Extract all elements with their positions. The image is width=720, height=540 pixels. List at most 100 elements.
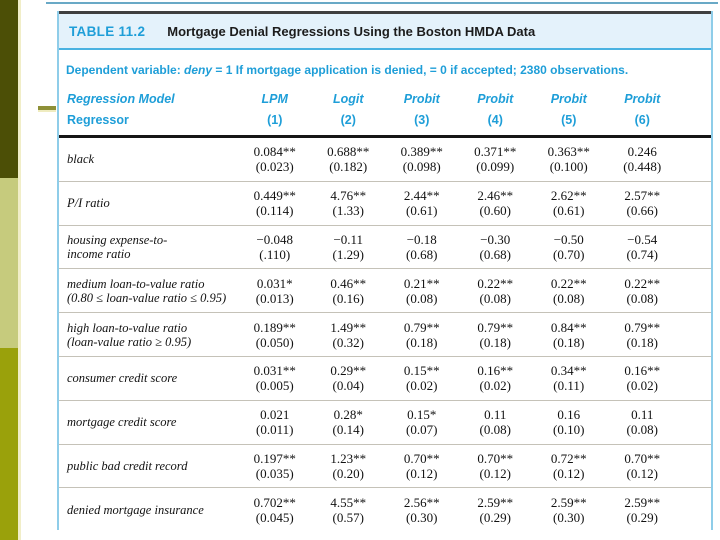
table-title: Mortgage Denial Regressions Using the Bo… [167, 23, 536, 39]
coefficient-value: 0.449** [253, 188, 296, 204]
table-row: consumer credit score 0.031** (0.005) 0.… [59, 357, 711, 401]
coefficient-value: 0.79** [624, 319, 661, 335]
column-number: (4) [487, 113, 503, 127]
coefficient-cell: 0.11 (0.08) [459, 408, 533, 436]
table-row: housing expense-to- income ratio −0.048 … [59, 226, 711, 270]
column-header: Probit (5) [532, 92, 606, 127]
column-number: (5) [561, 113, 577, 127]
model-name: Probit [550, 92, 587, 106]
regressor-header: Regressor [67, 113, 129, 127]
table-row: mortgage credit score 0.021 (0.011) 0.28… [59, 401, 711, 445]
coefficient-cell: 2.59** (0.29) [459, 496, 533, 524]
coefficient-value: 0.15* [407, 407, 437, 423]
table-row: P/I ratio 0.449** (0.114) 4.76** (1.33) … [59, 182, 711, 226]
standard-error: (0.005) [255, 378, 294, 394]
coefficient-cell: 4.76** (1.33) [312, 189, 386, 217]
coefficient-cell: 0.246 (0.448) [606, 145, 680, 173]
coefficient-value: 0.79** [403, 319, 440, 335]
coefficient-value: 0.21** [403, 275, 440, 291]
standard-error: (0.099) [476, 159, 515, 175]
regressor-line2: income ratio [67, 246, 131, 261]
regressor-name: mortgage credit score [59, 415, 238, 429]
dependent-note-rest: = 1 If mortgage application is denied, =… [212, 63, 629, 77]
standard-error: (0.08) [406, 290, 438, 306]
coefficient-cell: 0.22** (0.08) [532, 277, 606, 305]
standard-error: (0.18) [553, 334, 585, 350]
standard-error: (0.08) [479, 422, 511, 438]
standard-error: (0.60) [479, 203, 511, 219]
standard-error: (1.33) [332, 203, 364, 219]
coefficient-value: 0.031** [253, 363, 296, 379]
coefficient-value: 0.702** [253, 494, 296, 510]
standard-error: (0.02) [479, 378, 511, 394]
coefficient-cell: 0.189** (0.050) [238, 321, 312, 349]
column-header: Probit (3) [385, 92, 459, 127]
coefficient-value: −0.54 [627, 231, 658, 247]
column-header: LPM (1) [238, 92, 312, 127]
coefficient-cell: 0.15* (0.07) [385, 408, 459, 436]
coefficient-cell: 0.702** (0.045) [238, 496, 312, 524]
coefficient-cell: 2.56** (0.30) [385, 496, 459, 524]
regressor-name: P/I ratio [59, 196, 238, 210]
coefficient-cell: 0.084** (0.023) [238, 145, 312, 173]
coefficient-value: 0.16** [477, 363, 514, 379]
coefficient-value: 0.688** [327, 144, 370, 160]
coefficient-cell: 2.57** (0.66) [606, 189, 680, 217]
standard-error: (0.448) [623, 159, 662, 175]
header-rule [59, 135, 711, 138]
standard-error: (0.12) [479, 465, 511, 481]
coefficient-value: 0.70** [624, 450, 661, 466]
coefficient-value: −0.11 [333, 231, 364, 247]
coefficient-cell: 0.15** (0.02) [385, 364, 459, 392]
table-row: public bad credit record 0.197** (0.035)… [59, 445, 711, 489]
coefficient-value: 0.84** [550, 319, 587, 335]
regressor-line1: high loan-to-value ratio [67, 320, 188, 335]
coefficient-value: 0.34** [550, 363, 587, 379]
model-name: Probit [624, 92, 661, 106]
coefficient-value: 0.28* [333, 407, 363, 423]
table-number-label: TABLE 11.2 [69, 23, 146, 39]
coefficient-cell: 1.49** (0.32) [312, 321, 386, 349]
standard-error: (0.08) [626, 422, 658, 438]
standard-error: (0.68) [406, 246, 438, 262]
standard-error: (0.68) [479, 246, 511, 262]
coefficient-cell: 0.363** (0.100) [532, 145, 606, 173]
coefficient-cell: 0.22** (0.08) [459, 277, 533, 305]
coefficient-value: 0.79** [477, 319, 514, 335]
coefficient-cell: 0.16** (0.02) [459, 364, 533, 392]
standard-error: (0.30) [406, 509, 438, 525]
coefficient-value: −0.50 [553, 231, 584, 247]
standard-error: (0.18) [479, 334, 511, 350]
standard-error: (0.035) [255, 465, 294, 481]
coefficient-value: 0.084** [253, 144, 296, 160]
regressor-line1: P/I ratio [67, 196, 110, 211]
coefficient-value: 4.76** [330, 188, 367, 204]
coefficient-cell: 0.70** (0.12) [385, 452, 459, 480]
standard-error: (0.74) [626, 246, 658, 262]
regressor-name: denied mortgage insurance [59, 503, 238, 517]
coefficient-cell: 0.197** (0.035) [238, 452, 312, 480]
column-header: Logit (2) [312, 92, 386, 127]
coefficient-value: 0.11 [631, 407, 654, 423]
coefficient-cell: 2.44** (0.61) [385, 189, 459, 217]
model-name: Probit [403, 92, 440, 106]
regressor-name: black [59, 152, 238, 166]
coefficient-value: 0.72** [550, 450, 587, 466]
table-row: high loan-to-value ratio (loan-value rat… [59, 313, 711, 357]
coefficient-value: 0.363** [547, 144, 590, 160]
coefficient-cell: −0.11 (1.29) [312, 233, 386, 261]
regressor-line2: (loan-value ratio ≥ 0.95) [67, 334, 192, 349]
coefficient-cell: 2.59** (0.30) [532, 496, 606, 524]
standard-error: (0.10) [553, 422, 585, 438]
standard-error: (0.12) [626, 465, 658, 481]
standard-error: (0.20) [332, 465, 364, 481]
standard-error: (0.182) [329, 159, 368, 175]
coefficient-cell: 0.22** (0.08) [606, 277, 680, 305]
coefficient-value: 2.59** [624, 494, 661, 510]
standard-error: (0.18) [406, 334, 438, 350]
regressor-line1: housing expense-to- [67, 232, 168, 247]
coefficient-cell: 2.46** (0.60) [459, 189, 533, 217]
coefficient-value: 0.22** [624, 275, 661, 291]
coefficient-value: 0.15** [403, 363, 440, 379]
standard-error: (0.18) [626, 334, 658, 350]
